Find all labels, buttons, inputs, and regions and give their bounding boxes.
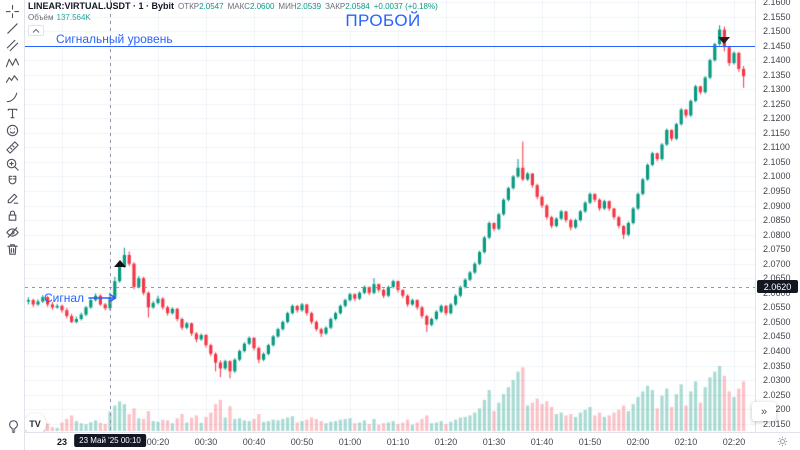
signal-callout[interactable]: Сигнал: [44, 291, 118, 305]
crosshair-vertical-line: [110, 0, 111, 432]
price-tick-label: 2.0250: [763, 389, 791, 400]
signal-callout-label: Сигнал: [44, 291, 85, 305]
axis-settings-gear-icon[interactable]: [776, 435, 789, 450]
time-tick-label: 00:40: [242, 437, 266, 447]
crosshair-time-badge: 23 Май '25 00:10: [74, 434, 146, 447]
time-tick-label: 02:20: [722, 437, 746, 447]
price-tick-label: 2.0750: [763, 244, 791, 255]
drawing-mode-tool-icon[interactable]: [2, 190, 22, 207]
time-tick-day-label: 23: [56, 437, 68, 447]
chevron-up-icon: [32, 28, 40, 33]
price-tick-label: 2.1250: [763, 98, 791, 109]
hide-all-tool-icon[interactable]: [2, 224, 22, 241]
time-tick-label: 00:50: [290, 437, 314, 447]
open-value: ОТКР2.0547: [178, 2, 224, 11]
time-tick-label: 01:00: [338, 437, 362, 447]
crosshair-horizontal-line: [25, 287, 755, 288]
trend-line-tool-icon[interactable]: [2, 20, 22, 37]
price-tick-label: 2.1100: [763, 142, 790, 153]
crosshair-tool-icon[interactable]: [2, 3, 22, 20]
price-tick-label: 2.0950: [763, 186, 791, 197]
price-tick-label: 2.1300: [763, 84, 791, 95]
price-tick-label: 2.1500: [763, 26, 791, 37]
price-tick-label: 2.1000: [763, 171, 791, 182]
goto-realtime-button[interactable]: »: [752, 402, 776, 421]
text-tool-icon[interactable]: [2, 105, 22, 122]
lock-all-tool-icon[interactable]: [2, 207, 22, 224]
symbol-header: LINEAR:VIRTUAL.USDT · 1 · Bybit ОТКР2.05…: [28, 1, 438, 36]
close-value: ЗАКР2.0584: [325, 2, 370, 11]
symbol-title[interactable]: LINEAR:VIRTUAL.USDT · 1 · Bybit: [28, 1, 174, 11]
xabcd-pattern-tool-icon[interactable]: [2, 54, 22, 71]
low-value: МИН2.0539: [278, 2, 322, 11]
collapse-panel-button[interactable]: [28, 25, 44, 36]
volume-value: 137.564K: [56, 13, 91, 22]
price-tick-label: 2.0300: [763, 375, 791, 386]
buy-signal-marker[interactable]: [113, 259, 126, 267]
price-tick-label: 2.0550: [763, 302, 791, 313]
time-tick-label: 01:10: [386, 437, 410, 447]
price-tick-label: 2.1600: [763, 0, 791, 8]
volume-indicator-row[interactable]: Объём 137.564K: [28, 13, 438, 22]
crosshair-price-badge: 2.0620: [757, 280, 798, 293]
price-tick-label: 2.1350: [763, 69, 791, 80]
ideas-bulb-icon[interactable]: [3, 418, 23, 435]
price-axis[interactable]: 2.1600 2.1550 2.1500 2.1450 2.1400 2.1350 2.13…: [755, 0, 800, 432]
price-tick-label: 2.0850: [763, 215, 791, 226]
price-tick-label: 2.0350: [763, 360, 791, 371]
price-tick-label: 2.1200: [763, 113, 791, 124]
brush-tool-icon[interactable]: [2, 88, 22, 105]
price-tick-label: 2.0500: [763, 316, 791, 327]
price-tick-label: 2.1400: [763, 55, 791, 66]
drawing-toolbar: [0, 0, 25, 450]
price-tick-label: 2.1150: [763, 127, 790, 138]
magnet-tool-icon[interactable]: [2, 173, 22, 190]
price-tick-label: 2.0650: [763, 273, 791, 284]
parallel-channel-tool-icon[interactable]: [2, 37, 22, 54]
time-tick-label: 02:00: [626, 437, 650, 447]
price-tick-label: 2.0200: [763, 404, 791, 415]
signal-level-horizontal-line[interactable]: [25, 46, 755, 47]
price-tick-label: 2.1550: [763, 11, 791, 22]
chart-title-annotation[interactable]: ПРОБОЙ: [345, 11, 421, 30]
price-tick-label: 2.0700: [763, 258, 791, 269]
price-tick-label: 2.0800: [763, 229, 791, 240]
price-tick-label: 2.0150: [763, 418, 791, 429]
ruler-tool-icon[interactable]: [2, 139, 22, 156]
sell-signal-marker[interactable]: [718, 37, 731, 45]
price-tick-label: 2.0400: [763, 345, 791, 356]
price-tick-label: 2.1050: [763, 156, 791, 167]
remove-all-tool-icon[interactable]: [2, 241, 22, 258]
time-axis[interactable]: 23 00:20 00:30 00:40 00:50 01:00 01:10 01:20 01:…: [0, 432, 800, 450]
high-value: МАКС2.0600: [227, 2, 275, 11]
zoom-in-tool-icon[interactable]: [2, 156, 22, 173]
time-tick-label: 02:10: [674, 437, 698, 447]
time-tick-label: 01:30: [482, 437, 506, 447]
price-tick-label: 2.0900: [763, 200, 791, 211]
price-tick-label: 2.1450: [763, 40, 791, 51]
tradingview-logo[interactable]: TV: [24, 413, 46, 435]
signal-level-label[interactable]: Сигнальный уровень: [56, 32, 173, 46]
emoji-tool-icon[interactable]: [2, 122, 22, 139]
time-tick-label: 00:30: [194, 437, 218, 447]
time-tick-label: 01:40: [530, 437, 554, 447]
signal-arrow-icon: [88, 293, 117, 303]
time-tick-label: 01:50: [578, 437, 602, 447]
price-tick-label: 2.0450: [763, 331, 791, 342]
elliott-wave-tool-icon[interactable]: [2, 71, 22, 88]
volume-label: Объём: [28, 13, 54, 22]
time-tick-label: 01:20: [434, 437, 458, 447]
price-change: +0.0037 (+0.18%): [373, 2, 438, 11]
time-tick-label: 00:20: [146, 437, 170, 447]
